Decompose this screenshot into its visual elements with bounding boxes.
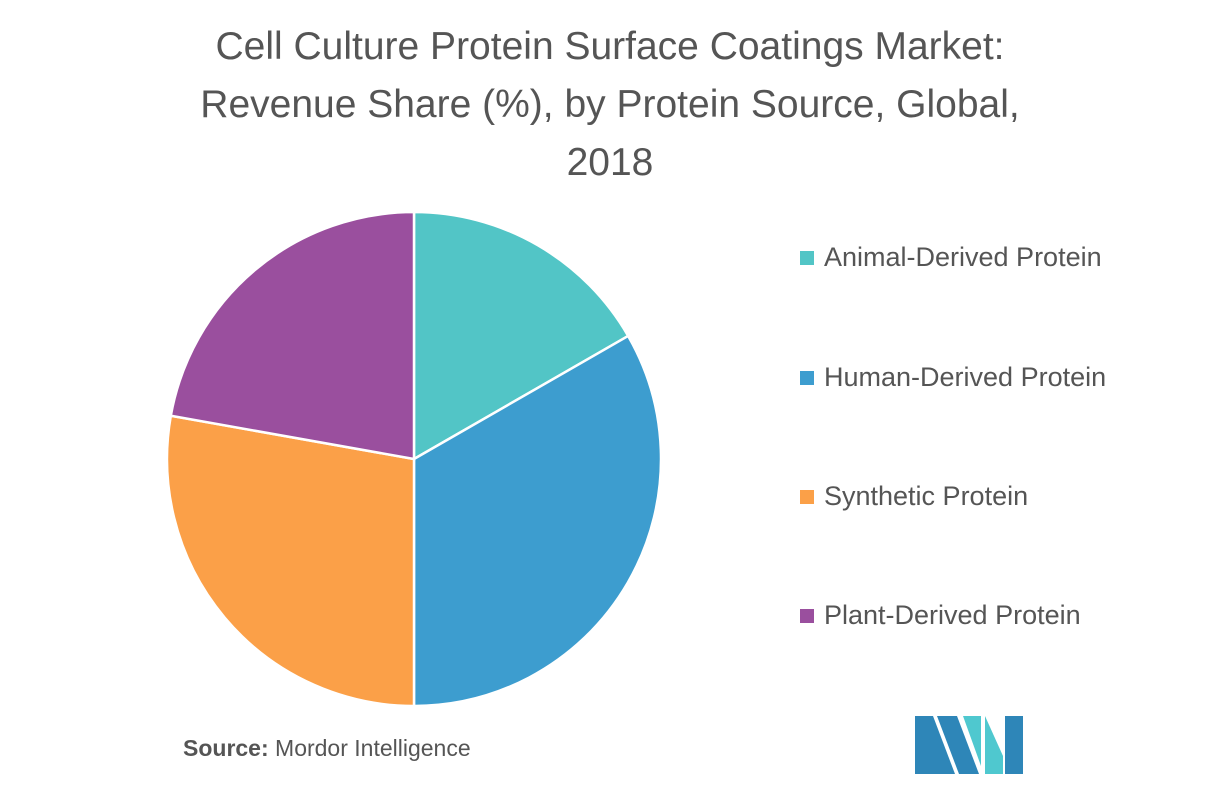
title-line: Revenue Share (%), by Protein Source, Gl… [200, 83, 1020, 126]
legend-swatch [800, 370, 814, 385]
legend-label: Human-Derived Protein [824, 362, 1107, 392]
legend-swatch [800, 250, 814, 265]
legend-item-plant: Plant-Derived Protein [800, 600, 1081, 631]
pie-slice-plant-derived-protein [169, 210, 416, 461]
legend-item-animal: Animal-Derived Protein [800, 242, 1102, 273]
legend-label: Plant-Derived Protein [824, 600, 1081, 630]
pie-slice-human-derived-protein [412, 334, 663, 708]
legend-swatch [800, 489, 814, 504]
title-line: Cell Culture Protein Surface Coatings Ma… [215, 25, 1005, 68]
legend-swatch [800, 608, 814, 623]
legend-item-synthetic: Synthetic Protein [800, 481, 1028, 512]
title-line: 2018 [566, 141, 654, 184]
pie-slice-synthetic-protein [165, 414, 416, 708]
legend-item-human: Human-Derived Protein [800, 362, 1106, 393]
legend-label: Synthetic Protein [824, 481, 1029, 511]
legend-label: Animal-Derived Protein [824, 242, 1102, 272]
source-text: Mordor Intelligence [275, 735, 471, 761]
source-note: Source: Mordor Intelligence [183, 735, 471, 762]
source-label: Source: [183, 735, 269, 761]
mordor-logo [915, 716, 1023, 774]
pie-slice-animal-derived-protein [412, 210, 630, 462]
chart-title: Cell Culture Protein Surface Coatings Ma… [120, 18, 1100, 192]
